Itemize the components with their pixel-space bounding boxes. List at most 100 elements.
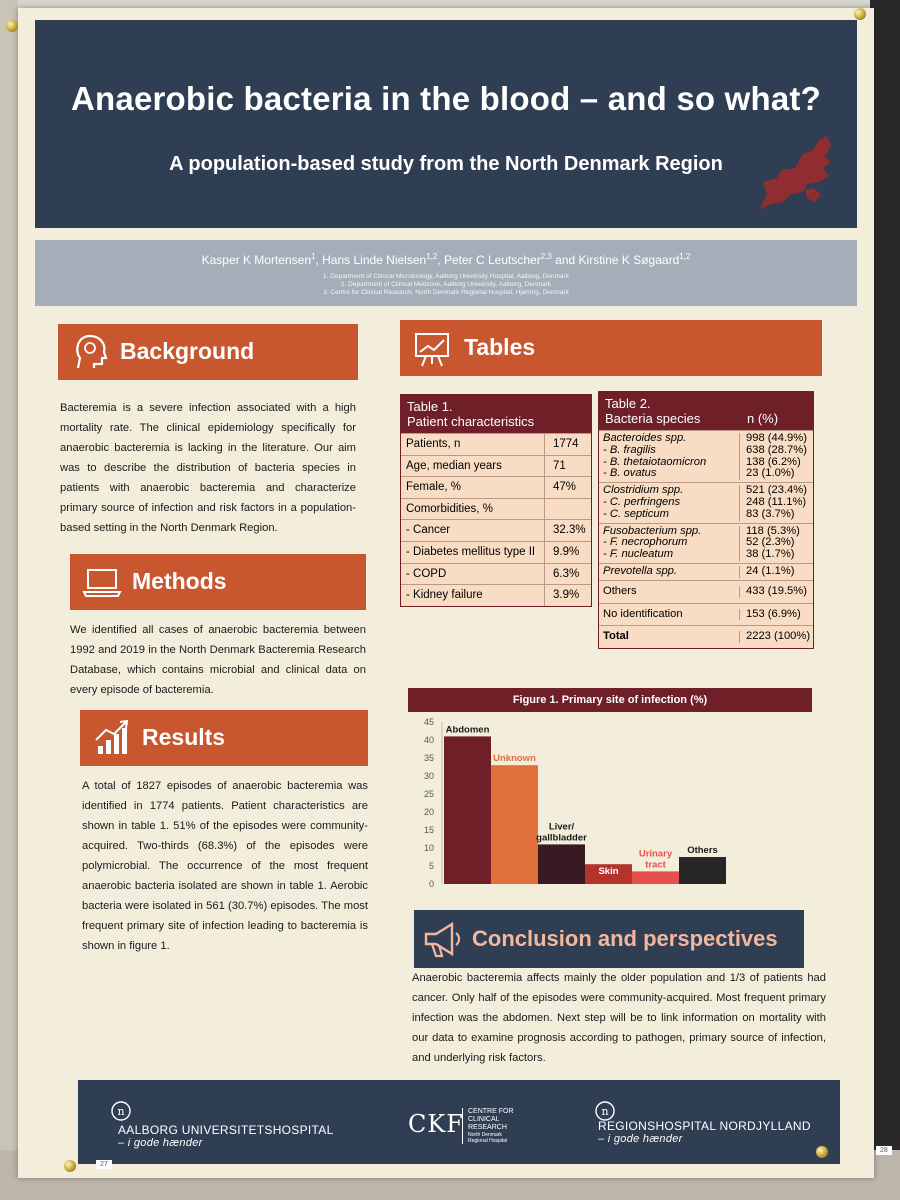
table-1-header: Table 1. Patient characteristics	[401, 395, 591, 433]
table-cell-value: 24 (1.1%)	[746, 564, 795, 577]
section-title: Tables	[464, 334, 536, 360]
table-cell-label: - B. thetaiotaomicron	[599, 456, 740, 469]
y-tick-label: 35	[424, 753, 434, 763]
pushpin	[64, 1160, 76, 1172]
growth-chart-icon	[95, 719, 129, 754]
regionshospital-logo-name: REGIONSHOSPITAL NORDJYLLAND	[598, 1119, 811, 1133]
table-row-group: No identification 153 (6.9%)	[599, 602, 813, 626]
category-label: Liver/gallbladder	[536, 821, 587, 843]
table-row: Patients, n 1774	[401, 433, 591, 455]
table-cell-label: Others	[599, 585, 740, 598]
table-cell-value: 998 (44.9%)	[746, 432, 807, 444]
table-cell-value: 153 (6.9%)	[746, 607, 801, 620]
category-label-line: Abdomen	[446, 724, 490, 735]
table-cell-label: - C. perfringens	[599, 496, 740, 509]
poster-title: Anaerobic bacteria in the blood – and so…	[71, 80, 821, 117]
table-2: Table 2. Bacteria species n (%) Bacteroi…	[598, 391, 814, 650]
section-title: Results	[142, 724, 226, 750]
table-cell-label: No identification	[599, 608, 740, 621]
table-cell-label: - C. septicum	[599, 508, 740, 521]
affiliations: 1. Department of Clinical Microbiology, …	[35, 273, 857, 297]
table-cell-value: 83 (3.7%)	[746, 507, 795, 520]
table-row: - B. thetaiotaomicron 138 (6.2%)	[599, 456, 813, 469]
tables-heading: Tables	[400, 320, 822, 376]
presentation-board-icon	[415, 333, 449, 367]
bar-liver-gallbladder	[538, 844, 585, 884]
ckf-line: CLINICAL	[468, 1116, 500, 1123]
poster: Anaerobic bacteria in the blood – and so…	[6, 8, 874, 1178]
table-row: Total 2223 (100%)	[599, 631, 813, 644]
table-row-group: Others 433 (19.5%)	[599, 579, 813, 603]
table-row: - B. ovatus 23 (1.0%)	[599, 468, 813, 481]
section-title: Methods	[132, 568, 227, 594]
bar-urinary-tract	[632, 871, 679, 884]
pushpin	[6, 20, 18, 32]
svg-text:n: n	[601, 1105, 608, 1118]
laptop-icon	[82, 569, 122, 597]
table-cell-label: Female, %	[401, 477, 545, 498]
bar-unknown	[491, 765, 538, 884]
poster-number-tag: 27	[96, 1160, 112, 1169]
regionshospital-logo-tagline: – i gode hænder	[598, 1133, 683, 1145]
table-2-body: Bacteroides spp. 998 (44.9%) - B. fragili…	[599, 430, 813, 648]
results-heading: Results	[80, 710, 368, 766]
pushpin	[816, 1146, 828, 1158]
table-row: No identification 153 (6.9%)	[599, 607, 813, 621]
table-cell-value: 1774	[553, 438, 579, 450]
ckf-logo-mark: CKF	[408, 1110, 464, 1138]
aalborg-logo-tagline: – i gode hænder	[118, 1137, 203, 1149]
y-tick-label: 30	[424, 771, 434, 781]
category-label: Skin	[598, 866, 618, 877]
author-affil: 1	[311, 252, 316, 261]
ckf-line: CENTRE FOR	[468, 1108, 514, 1115]
table-cell-value: 3.9%	[553, 589, 580, 602]
table-row: - Diabetes mellitus type II 9.9%	[401, 540, 591, 563]
conclusion-heading: Conclusion and perspectives	[414, 910, 804, 968]
results-text: A total of 1827 episodes of anaerobic ba…	[82, 780, 368, 952]
author-name: Kasper K Mortensen	[201, 253, 311, 267]
table-2-subtitle: Bacteria species	[605, 411, 701, 426]
category-label-line: Unknown	[493, 753, 536, 764]
affiliation-line: 1. Department of Clinical Microbiology, …	[323, 273, 569, 280]
category-label-line: tract	[645, 859, 666, 870]
megaphone-icon	[424, 921, 461, 958]
poster-header: Anaerobic bacteria in the blood – and so…	[35, 20, 857, 228]
aalborg-logo-name: AALBORG UNIVERSITETSHOSPITAL	[118, 1123, 334, 1137]
category-label: Urinary tract	[639, 848, 673, 870]
table-row: Bacteroides spp. 998 (44.9%)	[599, 432, 813, 445]
methods-text: We identified all cases of anaerobic bac…	[70, 624, 366, 696]
table-cell-value: 9.9%	[553, 545, 580, 558]
hospital-logo-icon: n	[595, 1101, 615, 1121]
table-cell-label: - Kidney failure	[401, 585, 545, 606]
table-cell-value: 638 (28.7%)	[746, 443, 807, 456]
table-row: Prevotella spp. 24 (1.1%)	[599, 564, 813, 578]
board-edge	[870, 0, 900, 1200]
bar-abdomen	[444, 736, 491, 884]
author-name: Hans Linde Nielsen	[322, 253, 427, 267]
table-1-body: Patients, n 1774 Age, median years 71 Female…	[401, 433, 591, 606]
table-cell-label: - F. nucleatum	[599, 548, 740, 561]
authors-bar: Kasper K Mortensen1, Hans Linde Nielsen 1…	[35, 240, 857, 306]
category-label-line: Others	[687, 845, 718, 856]
table-cell-value: 47%	[553, 481, 577, 494]
ckf-line: Regional Hospital	[468, 1138, 508, 1144]
table-cell-label: Clostridium spp.	[599, 484, 740, 497]
category-label-line: gallbladder	[536, 832, 587, 843]
table-cell-label: Age, median years	[401, 455, 545, 477]
table-cell-label: - Cancer	[401, 520, 545, 541]
table-cell-label: Patients, n	[401, 434, 545, 455]
pushpin	[854, 8, 866, 20]
table-cell-value: 248 (11.1%)	[746, 495, 807, 508]
y-tick-label: 20	[424, 807, 434, 817]
table-row: Fusobacterium spp. 118 (5.3%)	[599, 524, 813, 538]
author-affil: 2,3	[540, 252, 552, 261]
author-separator: ,	[437, 253, 444, 267]
conclusion-text: Anaerobic bacteremia affects mainly the …	[412, 972, 826, 1064]
author-list: Kasper K Mortensen1, Hans Linde Nielsen1…	[35, 252, 857, 267]
table-cell-value: 52 (2.3%)	[746, 536, 795, 549]
table-cell-value	[545, 499, 553, 520]
table-2-title: Table 2.	[605, 396, 651, 411]
table-row: Age, median years 71	[401, 454, 591, 477]
table-cell-value: 32.3%	[553, 524, 586, 537]
table-cell-value: 118 (5.3%)	[746, 524, 800, 537]
